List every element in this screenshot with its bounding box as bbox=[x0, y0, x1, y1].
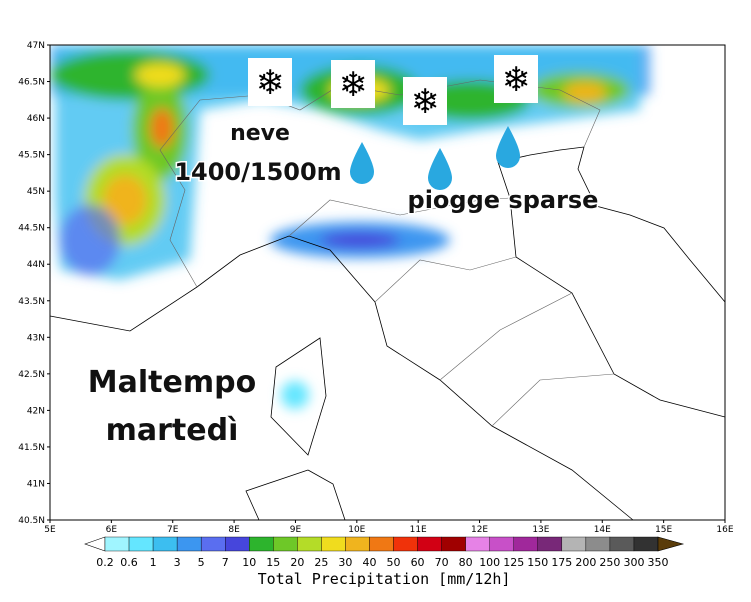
lat-label: 45N bbox=[27, 187, 45, 197]
colorbar-box bbox=[104, 536, 130, 552]
colorbar-box bbox=[585, 536, 611, 552]
lat-label: 40.5N bbox=[18, 516, 45, 526]
lat-label: 44N bbox=[27, 260, 45, 270]
lat-label: 47N bbox=[27, 41, 45, 51]
lon-label: 16E bbox=[716, 525, 733, 535]
precipitation-field bbox=[50, 45, 650, 409]
lat-label: 44.5N bbox=[18, 224, 45, 234]
colorbar-box bbox=[176, 536, 202, 552]
lon-label: 12E bbox=[471, 525, 488, 535]
colorbar-box bbox=[249, 536, 274, 552]
lat-label: 42N bbox=[27, 406, 45, 416]
lon-label: 13E bbox=[532, 525, 549, 535]
colorbar-label: 15 bbox=[266, 556, 280, 569]
colorbar-label: 20 bbox=[290, 556, 304, 569]
colorbar-box bbox=[393, 536, 418, 552]
colorbar-label: 7 bbox=[222, 556, 229, 569]
colorbar-label: 30 bbox=[338, 556, 352, 569]
colorbar-label: 50 bbox=[387, 556, 401, 569]
map-frame bbox=[49, 44, 726, 521]
colorbar-title: Total Precipitation [mm/12h] bbox=[258, 570, 511, 588]
colorbar-label: 40 bbox=[362, 556, 376, 569]
headline: Maltempo bbox=[88, 365, 256, 400]
svg-text:❄: ❄ bbox=[411, 82, 440, 122]
colorbar-box bbox=[345, 536, 370, 552]
colorbar-box bbox=[489, 536, 514, 552]
colorbar-label: 0.6 bbox=[120, 556, 138, 569]
lon-label: 15E bbox=[655, 525, 672, 535]
colorbar-label: 5 bbox=[198, 556, 205, 569]
colorbar-box bbox=[321, 536, 346, 552]
colorbar-label: 175 bbox=[551, 556, 572, 569]
rain-drops bbox=[350, 126, 520, 190]
svg-text:❄: ❄ bbox=[339, 65, 368, 105]
colorbar-box bbox=[537, 536, 563, 552]
lon-label: 8E bbox=[228, 525, 240, 535]
colorbar-label: 250 bbox=[599, 556, 620, 569]
colorbar-label: 200 bbox=[575, 556, 596, 569]
annotation: 1400/1500m bbox=[174, 158, 341, 186]
colorbar-box bbox=[225, 536, 250, 552]
colorbar-label: 150 bbox=[527, 556, 548, 569]
colorbar-box bbox=[128, 536, 154, 552]
lat-label: 46N bbox=[27, 114, 45, 124]
colorbar-label: 0.2 bbox=[96, 556, 114, 569]
lat-label: 41N bbox=[27, 479, 45, 489]
colorbar-box bbox=[417, 536, 442, 552]
coastlines bbox=[49, 146, 726, 521]
lat-label: 42.5N bbox=[18, 370, 45, 380]
colorbar-box bbox=[561, 536, 587, 552]
lon-label: 5E bbox=[44, 525, 56, 535]
colorbar-box bbox=[152, 536, 178, 552]
colorbar-label: 70 bbox=[435, 556, 449, 569]
colorbar-box bbox=[633, 536, 659, 552]
lon-label: 9E bbox=[290, 525, 302, 535]
colorbar-label: 60 bbox=[411, 556, 425, 569]
lon-label: 10E bbox=[348, 525, 365, 535]
colorbar-box bbox=[369, 536, 394, 552]
colorbar-label: 300 bbox=[623, 556, 644, 569]
borders bbox=[159, 79, 615, 427]
lon-label: 6E bbox=[106, 525, 118, 535]
colorbar: 0.2 0.6 1 3 5 7 10 15 20 25 30 40 50 60 70 80 100 125 150 1… bbox=[84, 536, 685, 569]
colorbar-label: 3 bbox=[174, 556, 181, 569]
lat-label: 45.5N bbox=[18, 151, 45, 161]
colorbar-arrow bbox=[84, 536, 106, 552]
axis-ticks: 47N 46.5N 46N 45.5N 45N 44.5N 44N 43.5N 43N 42.5N… bbox=[18, 41, 734, 535]
lat-label: 43N bbox=[27, 333, 45, 343]
colorbar-box bbox=[441, 536, 466, 552]
svg-text:❄: ❄ bbox=[502, 60, 531, 100]
colorbar-label: 350 bbox=[648, 556, 669, 569]
colorbar-label: 125 bbox=[503, 556, 524, 569]
colorbar-label: 80 bbox=[459, 556, 473, 569]
lat-label: 46.5N bbox=[18, 78, 45, 88]
annotation: piogge sparse bbox=[408, 186, 599, 214]
colorbar-label: 100 bbox=[479, 556, 500, 569]
lat-label: 41.5N bbox=[18, 443, 45, 453]
lon-label: 11E bbox=[410, 525, 427, 535]
colorbar-box bbox=[273, 536, 298, 552]
colorbar-box bbox=[513, 536, 538, 552]
colorbar-box bbox=[609, 536, 635, 552]
colorbar-label: 1 bbox=[150, 556, 157, 569]
colorbar-box bbox=[297, 536, 322, 552]
colorbar-box bbox=[465, 536, 490, 552]
lat-label: 43.5N bbox=[18, 297, 45, 307]
snow-icons: ❄ ❄ ❄ ❄ bbox=[248, 55, 538, 125]
annotation: neve bbox=[230, 121, 290, 146]
lon-label: 7E bbox=[167, 525, 179, 535]
colorbar-box bbox=[200, 536, 226, 552]
colorbar-label: 25 bbox=[314, 556, 328, 569]
svg-text:❄: ❄ bbox=[256, 63, 285, 103]
headline: martedì bbox=[106, 413, 239, 448]
lon-label: 14E bbox=[594, 525, 611, 535]
colorbar-label: 10 bbox=[242, 556, 256, 569]
colorbar-arrow bbox=[657, 536, 685, 552]
